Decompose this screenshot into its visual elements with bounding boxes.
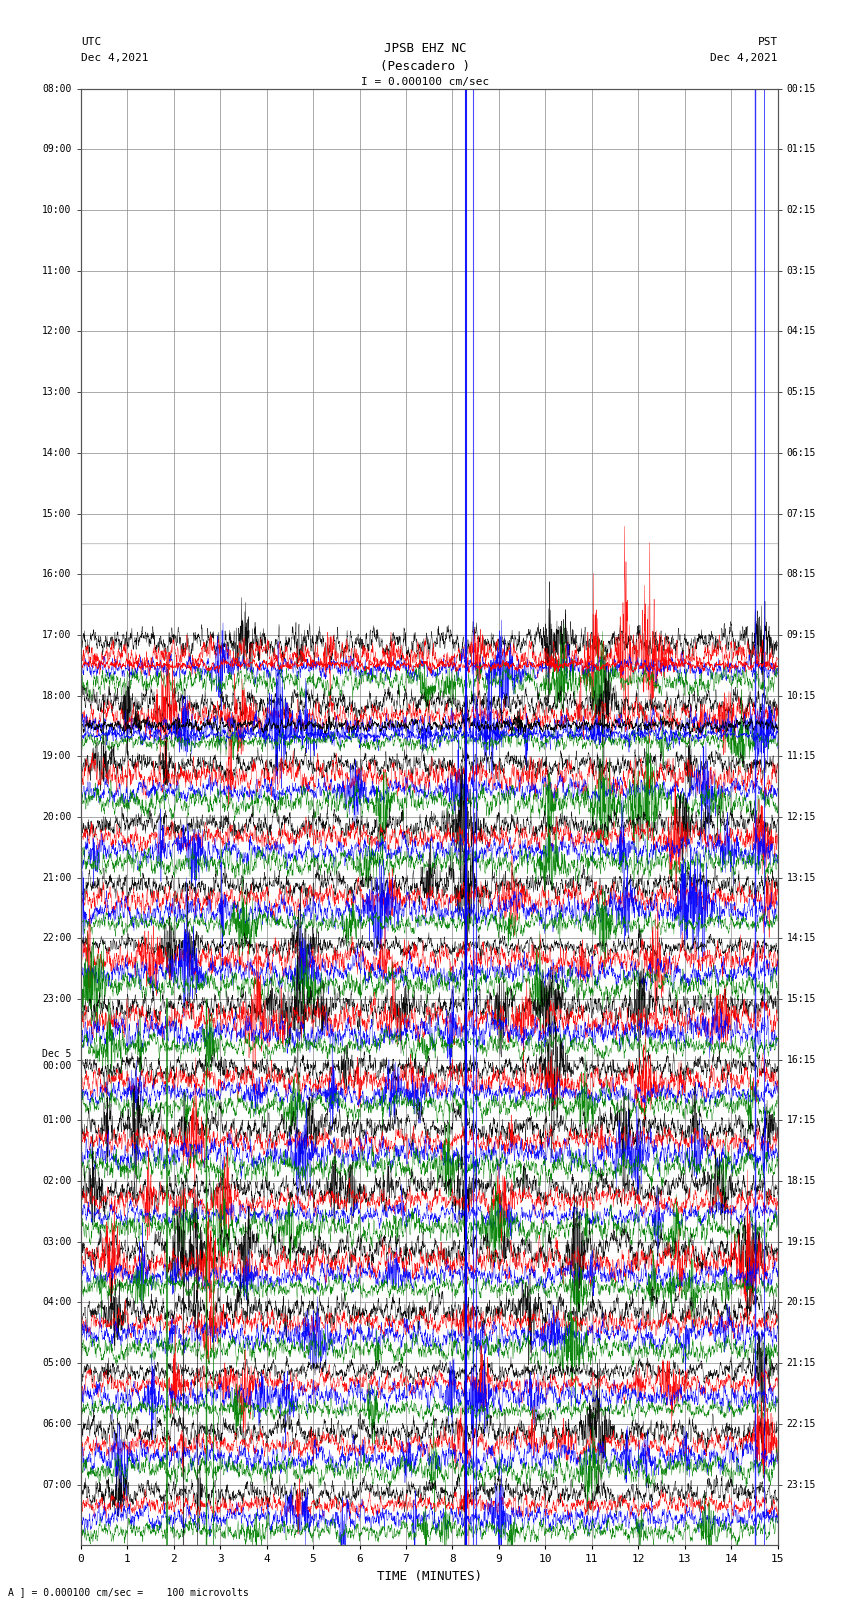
Text: Dec 4,2021: Dec 4,2021 bbox=[711, 53, 778, 63]
Text: A ] = 0.000100 cm/sec =    100 microvolts: A ] = 0.000100 cm/sec = 100 microvolts bbox=[8, 1587, 249, 1597]
Text: Dec 4,2021: Dec 4,2021 bbox=[81, 53, 148, 63]
Text: PST: PST bbox=[757, 37, 778, 47]
Text: JPSB EHZ NC: JPSB EHZ NC bbox=[383, 42, 467, 55]
Text: UTC: UTC bbox=[81, 37, 101, 47]
Text: I = 0.000100 cm/sec: I = 0.000100 cm/sec bbox=[361, 77, 489, 87]
X-axis label: TIME (MINUTES): TIME (MINUTES) bbox=[377, 1569, 482, 1582]
Text: (Pescadero ): (Pescadero ) bbox=[380, 60, 470, 73]
